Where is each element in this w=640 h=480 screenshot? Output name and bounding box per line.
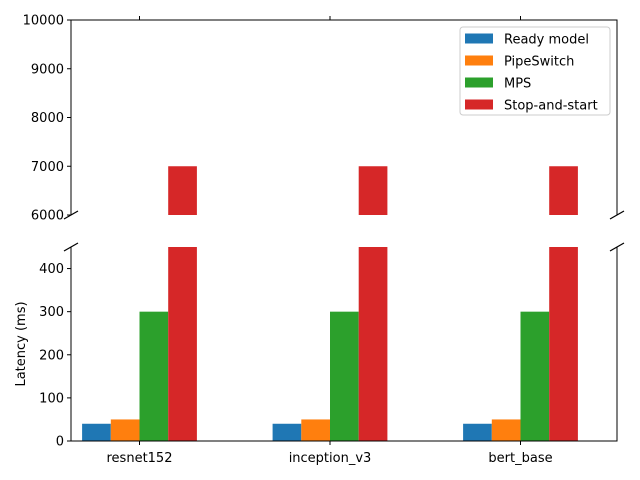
bar-ready-model-bert-base (463, 423, 492, 441)
lower-axes-frame (70, 247, 618, 442)
bar-pipeswitch-inception-v3 (301, 419, 330, 441)
legend-box (459, 26, 611, 116)
axis-break-slash (63, 242, 79, 252)
upper-y-tick-label: 8000 (31, 111, 64, 126)
bar-stop-and-start-resnet152 (168, 247, 197, 441)
axis-break-slash (609, 210, 625, 220)
axis-break-slash (609, 242, 625, 252)
legend-swatch (465, 99, 493, 110)
lower-y-tick-label: 0 (56, 435, 64, 450)
lower-panel: 0 100 200 300 400 resnet152 inception_v3 bert_b… (39, 247, 618, 466)
bar-ready-model-resnet152 (82, 423, 111, 441)
legend-label: MPS (504, 77, 531, 92)
lower-y-tick-label: 400 (39, 262, 64, 277)
bar-stop-and-start-bert-base (549, 247, 578, 441)
bar-pipeswitch-bert-base (491, 419, 521, 441)
axis-break-marks (63, 210, 625, 252)
upper-y-tick-label: 10000 (23, 14, 64, 29)
upper-y-tick-label: 9000 (31, 62, 64, 77)
x-tick-label-resnet152: resnet152 (107, 451, 173, 466)
y-axis-label: Latency (ms) (14, 301, 29, 386)
lower-y-tick-label: 200 (39, 348, 64, 363)
legend-swatch (465, 55, 493, 66)
bar-ready-model-inception-v3 (272, 423, 302, 441)
legend-label: Ready model (504, 33, 589, 48)
bar-upper-stop-and-start-bert-base (549, 166, 578, 215)
legend-label: PipeSwitch (504, 55, 574, 70)
bar-upper-stop-and-start-inception-v3 (358, 166, 388, 215)
upper-y-tick-label: 6000 (31, 209, 64, 224)
bar-upper-stop-and-start-resnet152 (168, 166, 197, 215)
bar-pipeswitch-resnet152 (110, 419, 140, 441)
x-tick-label-bert-base: bert_base (488, 451, 552, 466)
x-tick-label-inception-v3: inception_v3 (289, 451, 372, 466)
legend-swatch (465, 33, 493, 44)
bar-mps-bert-base (520, 311, 550, 441)
lower-y-tick-label: 300 (39, 305, 64, 320)
legend: Ready model PipeSwitch MPS Stop-and-start (459, 26, 611, 116)
legend-swatch (465, 77, 493, 88)
axis-break-slash (63, 210, 79, 220)
bar-stop-and-start-inception-v3 (358, 247, 388, 441)
bar-mps-resnet152 (139, 311, 169, 441)
upper-y-tick-label: 7000 (31, 160, 64, 175)
legend-label: Stop-and-start (504, 99, 598, 114)
bar-mps-inception-v3 (330, 311, 359, 441)
upper-panel: 6000 7000 8000 9000 10000 (23, 14, 618, 224)
lower-y-tick-label: 100 (39, 391, 64, 406)
